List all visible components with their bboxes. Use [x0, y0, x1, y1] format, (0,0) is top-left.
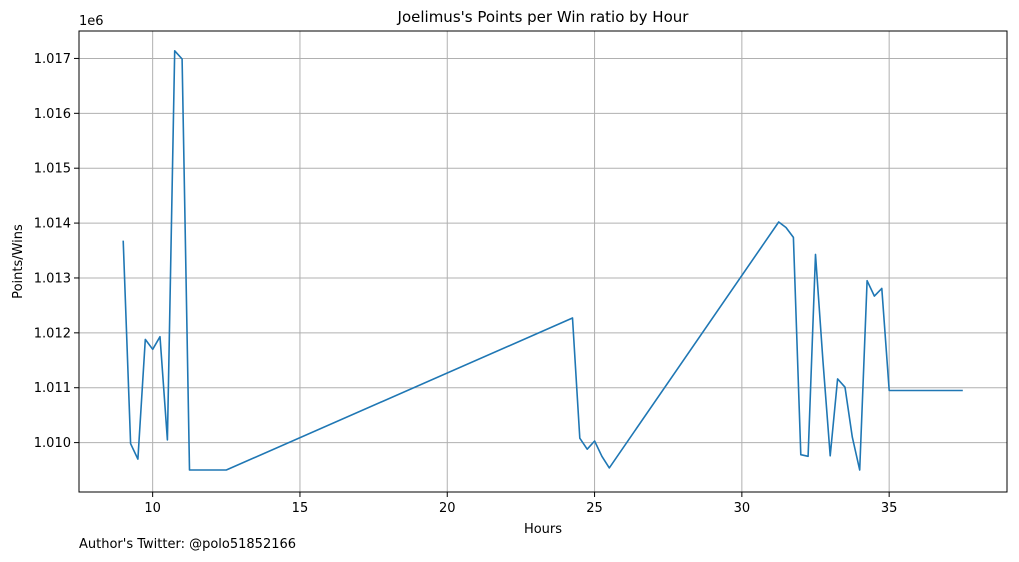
series-layer: [122, 49, 963, 471]
y-tick-label: 1.011: [34, 381, 71, 396]
series-line: [122, 49, 963, 471]
x-tick-label: 20: [439, 501, 456, 516]
y-axis-ticks: 1.010 1.011 1.012 1.013 1.014 1.015 1.016 1.017: [34, 52, 79, 451]
y-tick-label: 1.012: [34, 326, 71, 341]
y-axis-title: Points/Wins: [11, 224, 26, 299]
y-tick-label: 1.014: [34, 217, 71, 232]
plot-frame: [78, 30, 1008, 493]
y-tick-label: 1.015: [34, 162, 71, 177]
x-axis-ticks: 10 15 20 25 30 35: [144, 492, 897, 516]
x-tick-label: 25: [586, 501, 603, 516]
author-twitter-note: Author's Twitter: @polo51852166: [79, 537, 297, 552]
y-tick-label: 1.017: [34, 52, 71, 67]
y-tick-label: 1.016: [34, 107, 71, 122]
x-axis-title: Hours: [524, 522, 562, 537]
chart-title: Joelimus's Points per Win ratio by Hour: [397, 8, 690, 26]
x-tick-label: 30: [734, 501, 751, 516]
x-tick-label: 15: [292, 501, 309, 516]
y-tick-label: 1.013: [34, 271, 71, 286]
x-tick-label: 10: [144, 501, 161, 516]
x-tick-label: 35: [881, 501, 898, 516]
y-axis-offset-label: 1e6: [79, 14, 104, 29]
grid-lines: [79, 31, 1007, 492]
y-tick-label: 1.010: [34, 436, 71, 451]
